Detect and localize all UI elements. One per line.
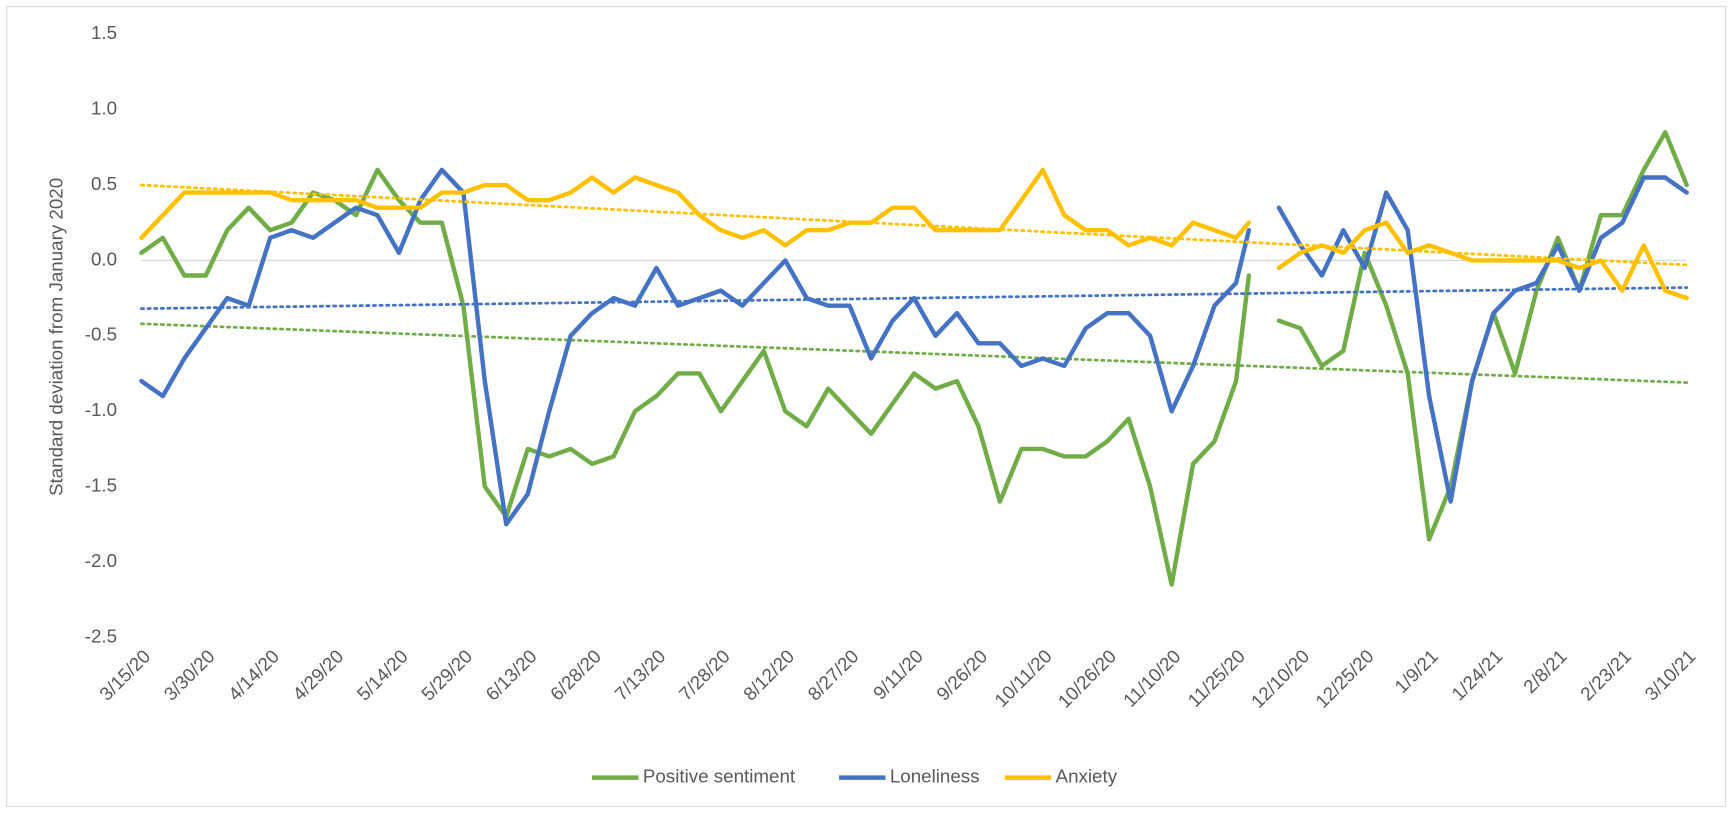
y-tick-label: -1.0	[85, 399, 117, 420]
y-tick-label: -2.0	[85, 550, 117, 571]
y-axis-title: Standard deviation from January 2020	[45, 178, 66, 496]
chart-border	[6, 6, 1726, 807]
y-tick-label: 1.0	[91, 98, 117, 119]
trend-line	[140, 286, 1689, 311]
y-tick-label: 0.0	[91, 248, 117, 269]
legend-label: Loneliness	[890, 766, 980, 787]
legend-label: Positive sentiment	[643, 766, 796, 787]
y-tick-label: 0.5	[91, 173, 117, 194]
legend-label: Anxiety	[1056, 766, 1118, 787]
series-line	[139, 167, 1689, 527]
y-tick-label: -0.5	[85, 324, 117, 345]
trend-line	[140, 183, 1689, 267]
y-tick-label: -2.5	[85, 625, 117, 646]
trend-line	[140, 322, 1689, 384]
y-tick-label: -1.5	[85, 475, 117, 496]
series-line	[139, 167, 1689, 301]
y-tick-label: 1.5	[91, 22, 117, 43]
